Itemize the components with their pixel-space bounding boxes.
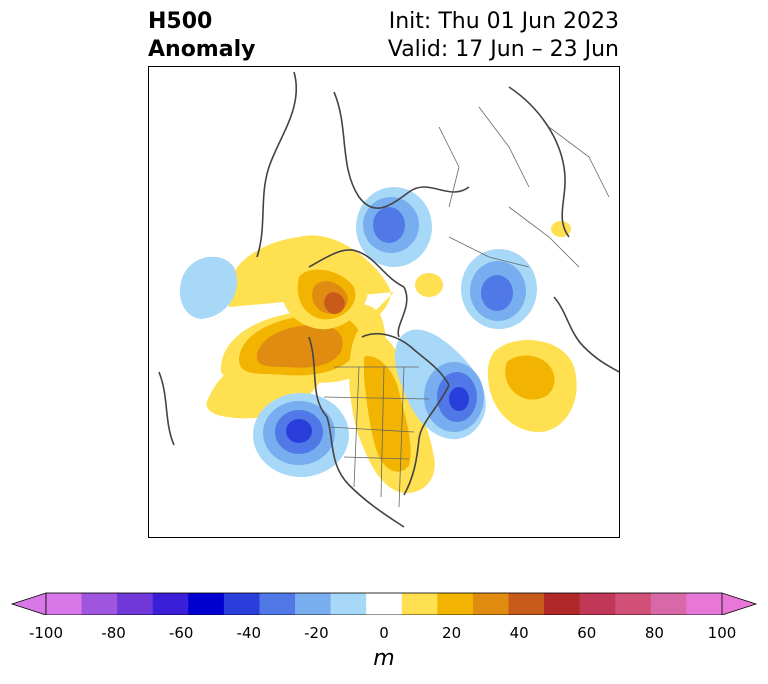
colorbar-bin (259, 593, 296, 615)
anomaly-map (158, 71, 619, 528)
colorbar-bin (366, 593, 403, 615)
colorbar-tick-label: 0 (379, 624, 389, 642)
colorbar-tick-label: 80 (644, 624, 664, 642)
negative-anomaly-labrador (394, 329, 486, 440)
colorbar-bin (437, 593, 474, 615)
negative-anomaly-north-pacific (179, 256, 238, 319)
negative-anomaly-pacific-northwest (253, 393, 349, 477)
title-line1: H500 (148, 9, 213, 34)
colorbar-extend-low (10, 592, 47, 615)
colorbar-bin (579, 593, 616, 615)
colorbar-tick-label: 100 (707, 624, 737, 642)
colorbar-tick-label: -60 (168, 624, 194, 642)
colorbar-bin (615, 593, 652, 615)
date-info: Init: Thu 01 Jun 2023 Valid: 17 Jun – 23… (388, 8, 619, 64)
colorbar-bin (223, 593, 260, 615)
colorbar-tick-label: 20 (442, 624, 462, 642)
title-line2: Anomaly (148, 37, 256, 62)
colorbar-bin (330, 593, 367, 615)
colorbar-bin (152, 593, 189, 615)
colorbar-extend-high (721, 592, 758, 615)
negative-anomaly-eastern-europe (461, 249, 537, 329)
colorbar-bin (295, 593, 332, 615)
colorbar-tick-label: 40 (509, 624, 529, 642)
valid-range: Valid: 17 Jun – 23 Jun (387, 37, 619, 62)
colorbar-bin (117, 593, 154, 615)
colorbar-bin (46, 593, 83, 615)
colorbar-bin (401, 593, 438, 615)
colorbar-bin (544, 593, 581, 615)
colorbar-border (45, 592, 723, 615)
colorbar-bin (188, 593, 225, 615)
political-borders (323, 106, 610, 508)
positive-anomaly-europe (415, 273, 443, 297)
negative-anomaly-siberia (356, 187, 432, 267)
colorbar-tick-label: -80 (101, 624, 126, 642)
colorbar-bin (650, 593, 687, 615)
colorbar-bin (81, 593, 118, 615)
positive-anomaly-siberia (206, 235, 394, 419)
coastlines (158, 71, 619, 528)
colorbar-tick-label: 60 (577, 624, 597, 642)
colorbar-bin (508, 593, 545, 615)
colorbar-bin (686, 593, 723, 615)
colorbar-tick-label: -40 (236, 624, 262, 642)
colorbar-tick-label: -100 (28, 624, 64, 642)
colorbar-tick-label: -20 (304, 624, 329, 642)
init-date: Init: Thu 01 Jun 2023 (388, 9, 619, 34)
chart-title: H500 Anomaly (148, 8, 255, 64)
colorbar-bin (472, 593, 510, 615)
colorbar-units: m (373, 646, 395, 671)
positive-anomaly-canada (349, 328, 435, 493)
colorbar (10, 592, 758, 615)
map-panel (148, 66, 620, 538)
positive-anomaly-atlantic (487, 340, 577, 432)
